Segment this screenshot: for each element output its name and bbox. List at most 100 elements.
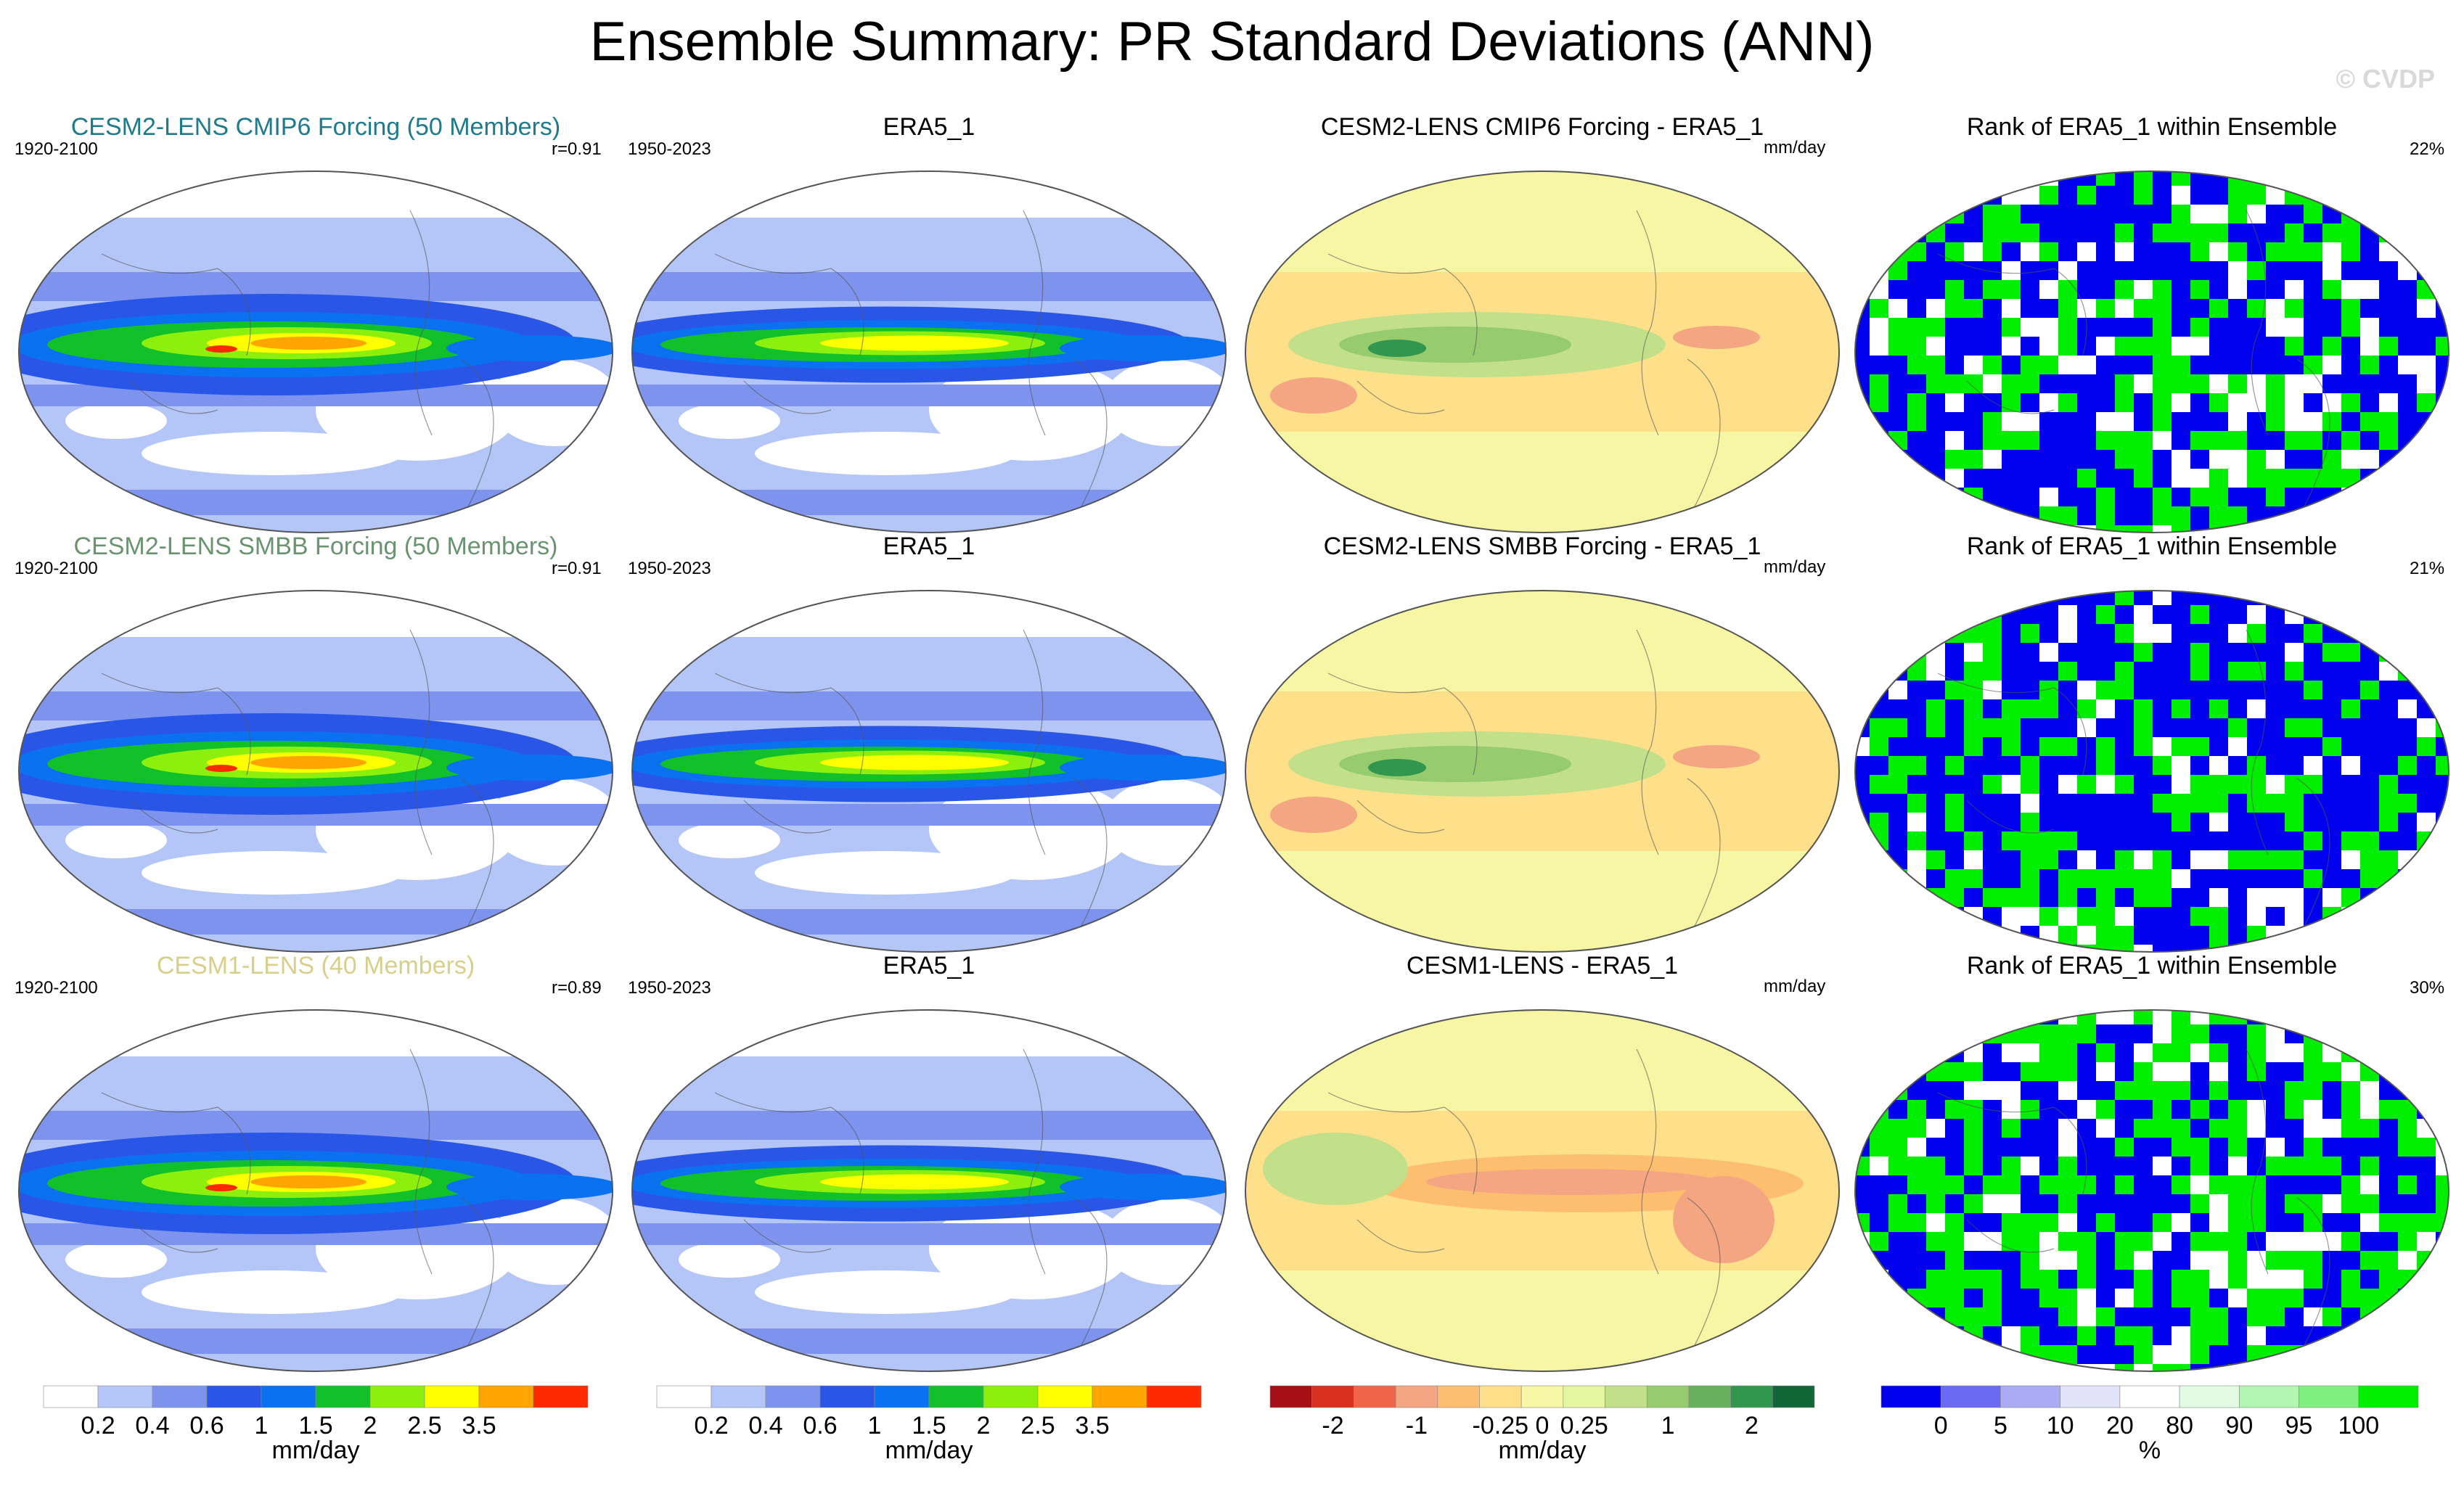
obs-title-row2: ERA5_1 (883, 533, 975, 560)
colorbar-diff-swatch (1688, 1385, 1731, 1408)
colorbar-diff-swatch (1605, 1385, 1648, 1408)
colorbar-rank-swatch (2000, 1385, 2060, 1408)
colorbar-diff-swatch (1730, 1385, 1773, 1408)
obs-title-row1: ERA5_1 (883, 113, 975, 141)
colorbar-rank-tick: 80 (2166, 1412, 2193, 1439)
colorbar-rank-swatch (2179, 1385, 2240, 1408)
obs-years-row1: 1950-2023 (628, 139, 711, 159)
colorbar-diff-swatch (1437, 1385, 1480, 1408)
colorbar-diff-swatch (1646, 1385, 1690, 1408)
map-std-row1 (18, 171, 613, 533)
colorbar-diff-swatch (1520, 1385, 1564, 1408)
colorbar-std-obs: 0.2 0.4 0.6 1 1.5 2 2.5 3.5 mm/day (656, 1385, 1202, 1464)
colorbar-std-obs-swatch (874, 1385, 930, 1408)
colorbar-diff-units: mm/day (1499, 1437, 1587, 1464)
colorbar-diff-tick: -0.25 (1473, 1412, 1529, 1439)
figure-title: Ensemble Summary: PR Standard Deviations… (589, 11, 1875, 73)
colorbar-std-obs-swatch (1037, 1385, 1093, 1408)
colorbar-std-swatch (43, 1385, 99, 1408)
colorbar-rank-swatch (2239, 1385, 2299, 1408)
colorbar-diff-swatch (1354, 1385, 1396, 1408)
colorbar-rank-units: % (2139, 1437, 2161, 1464)
colorbar-rank-swatch (1940, 1385, 2001, 1408)
colorbar-std-swatch (261, 1385, 316, 1408)
diff-units-row3: mm/day (1764, 977, 1826, 996)
rank-pct-row3: 30% (2410, 978, 2445, 998)
rank-title-row2: Rank of ERA5_1 within Ensemble (1966, 533, 2338, 560)
colorbar-std-obs-tick: 2.5 (1020, 1412, 1055, 1439)
colorbar-std-swatch (369, 1385, 425, 1408)
colorbar-std-swatch (478, 1385, 534, 1408)
colorbar-std-obs-swatch (1146, 1385, 1202, 1408)
colorbar-rank-tick: 5 (1994, 1412, 2007, 1439)
diff-title-row3: CESM1-LENS - ERA5_1 (1406, 952, 1679, 979)
colorbar-diff-tick: 0.25 (1560, 1412, 1608, 1439)
model-title-row1: CESM2-LENS CMIP6 Forcing (50 Members) (70, 113, 561, 141)
diff-title-row2: CESM2-LENS SMBB Forcing - ERA5_1 (1323, 533, 1761, 560)
colorbar-rank-swatch (2299, 1385, 2359, 1408)
colorbar-std-obs-tick: 3.5 (1075, 1412, 1109, 1439)
colorbar-std-swatch (97, 1385, 153, 1408)
map-rank-row3 (1854, 1009, 2449, 1372)
colorbar-std-tick: 1 (255, 1412, 269, 1439)
colorbar-rank-swatch (2358, 1385, 2419, 1408)
obs-years-row3: 1950-2023 (628, 978, 711, 998)
colorbar-std-obs-tick: 0.2 (694, 1412, 728, 1439)
rank-pct-row2: 21% (2410, 559, 2445, 578)
colorbar-std-tick: 2.5 (407, 1412, 441, 1439)
colorbar-diff-swatch (1772, 1385, 1815, 1408)
colorbar-std-tick: 1.5 (298, 1412, 332, 1439)
rank-pct-row1: 22% (2410, 139, 2445, 159)
colorbar-std-obs-swatch (928, 1385, 984, 1408)
colorbar-std-tick: 0.6 (189, 1412, 224, 1439)
colorbar-std-obs-swatch (983, 1385, 1039, 1408)
rank-title-row1: Rank of ERA5_1 within Ensemble (1966, 113, 2338, 141)
model-years-row1: 1920-2100 (15, 139, 98, 159)
model-title-row2: CESM2-LENS SMBB Forcing (50 Members) (73, 533, 558, 560)
colorbar-diff-tick: 1 (1661, 1412, 1675, 1439)
obs-title-row3: ERA5_1 (883, 952, 975, 979)
map-obs-row3 (631, 1009, 1227, 1372)
obs-years-row2: 1950-2023 (628, 559, 711, 578)
colorbar-std-tick: 0.2 (81, 1412, 115, 1439)
model-years-row2: 1920-2100 (15, 559, 98, 578)
colorbar-std-swatch (315, 1385, 371, 1408)
colorbar-std-tick: 2 (364, 1412, 377, 1439)
colorbar-rank-tick: 10 (2047, 1412, 2074, 1439)
model-title-row3: CESM1-LENS (40 Members) (156, 952, 475, 979)
model-years-row3: 1920-2100 (15, 978, 98, 998)
colorbar-diff-swatch (1269, 1385, 1312, 1408)
colorbar-std-swatch (206, 1385, 262, 1408)
model-r-row2: r=0.91 (552, 559, 602, 578)
colorbar-rank: 0 5 10 20 80 90 95 100% (1880, 1385, 2419, 1464)
diff-units-row2: mm/day (1764, 557, 1826, 577)
colorbar-rank-tick: 95 (2285, 1412, 2313, 1439)
cvdp-logo: © CVDP (2336, 64, 2435, 94)
diff-units-row1: mm/day (1764, 138, 1826, 157)
colorbar-std-swatch (424, 1385, 480, 1408)
colorbar-rank-tick: 90 (2225, 1412, 2253, 1439)
colorbar-std-obs-swatch (711, 1385, 766, 1408)
colorbar-std-swatch (152, 1385, 208, 1408)
map-std-row2 (18, 590, 613, 953)
map-rank-row2 (1854, 590, 2449, 953)
colorbar-std-obs-swatch (1092, 1385, 1147, 1408)
colorbar-rank-swatch (2119, 1385, 2180, 1408)
colorbar-rank-swatch (2060, 1385, 2121, 1408)
colorbar-std-swatch (533, 1385, 589, 1408)
colorbar-diff: -2 -1 -0.25 0 0.25 1 2 mm/day (1269, 1385, 1815, 1464)
colorbar-std-obs-swatch (819, 1385, 875, 1408)
map-rank-row1 (1854, 171, 2449, 533)
colorbar-diff-swatch (1395, 1385, 1438, 1408)
colorbar-std-obs-tick: 2 (977, 1412, 991, 1439)
colorbar-rank-swatch (1880, 1385, 1941, 1408)
colorbar-std-tick: 3.5 (462, 1412, 496, 1439)
colorbar-std-obs-units: mm/day (885, 1437, 973, 1464)
colorbar-diff-swatch (1563, 1385, 1605, 1408)
rank-title-row3: Rank of ERA5_1 within Ensemble (1966, 952, 2338, 979)
colorbar-std-obs-swatch (656, 1385, 712, 1408)
map-diff-row1 (1245, 171, 1840, 533)
map-diff-row2 (1245, 590, 1840, 953)
colorbar-std-obs-swatch (765, 1385, 821, 1408)
colorbar-diff-swatch (1311, 1385, 1354, 1408)
